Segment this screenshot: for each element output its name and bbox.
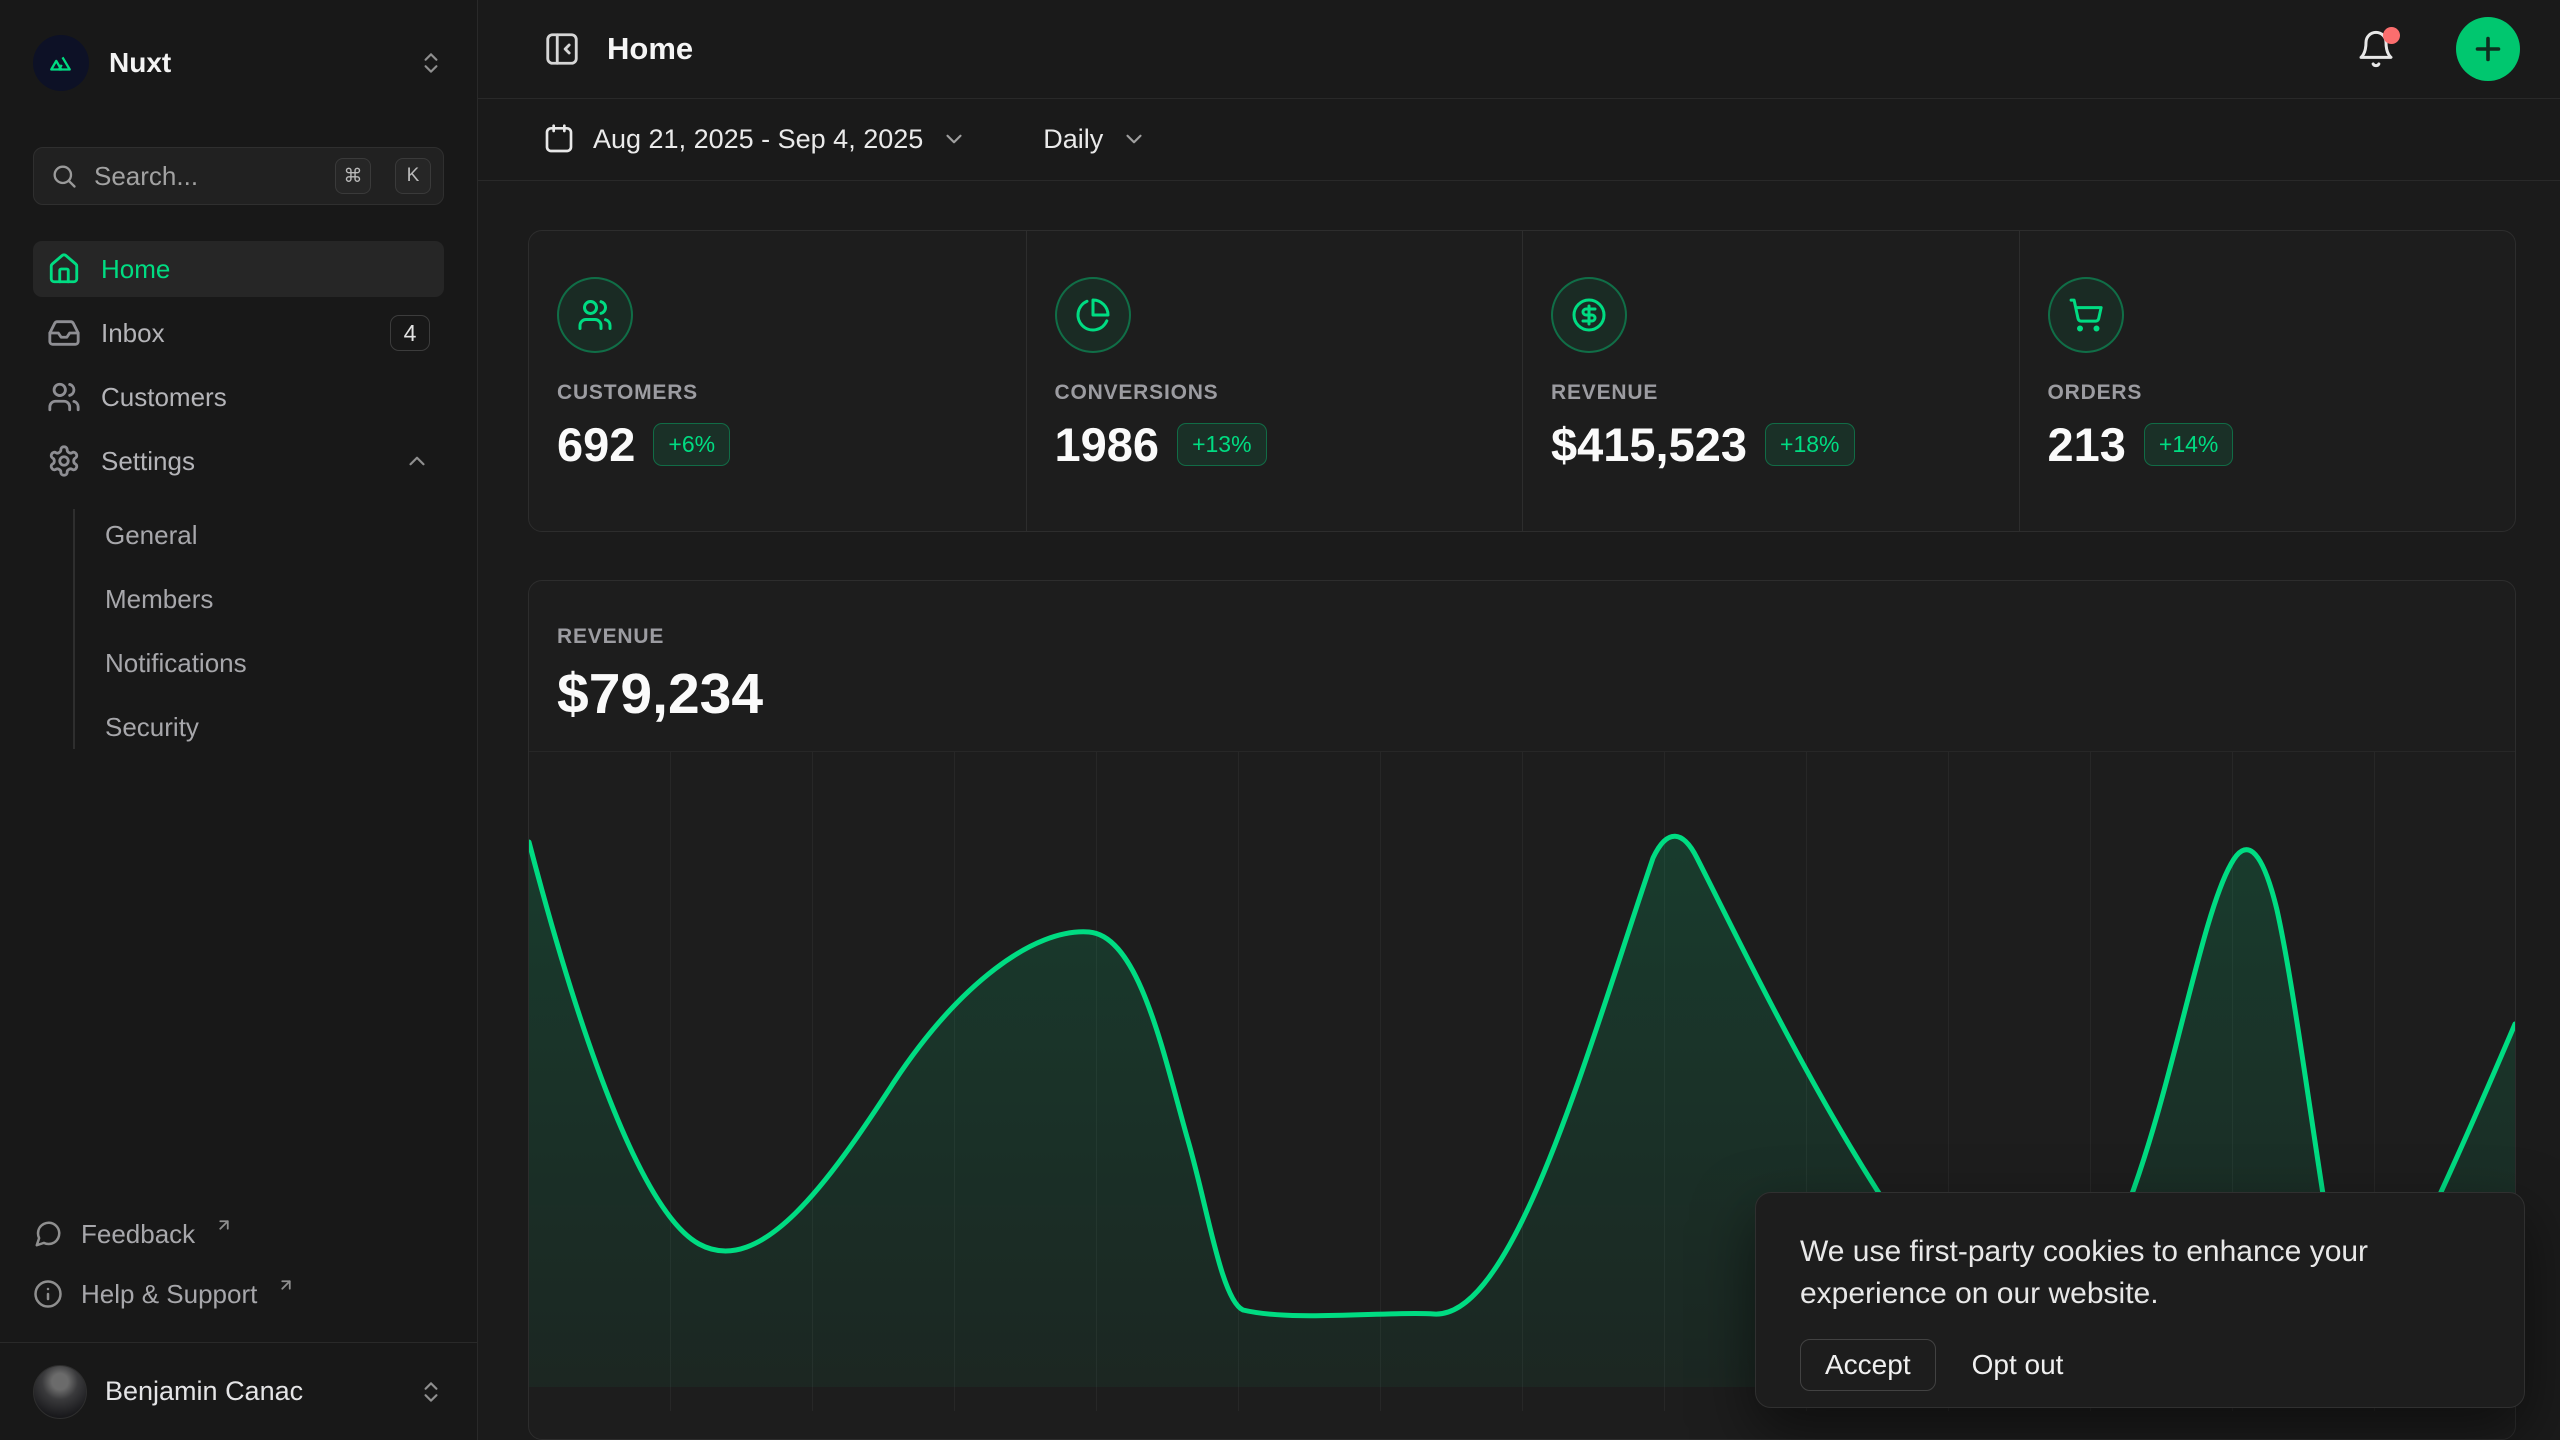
stat-label: CONVERSIONS — [1054, 381, 1219, 404]
users-icon — [557, 277, 633, 353]
feedback-link[interactable]: Feedback — [33, 1204, 444, 1264]
stat-value: 213 — [2047, 418, 2126, 471]
granularity-select[interactable]: Daily — [1043, 124, 1147, 155]
inbox-count-badge: 4 — [390, 315, 430, 351]
chevron-down-icon — [941, 126, 967, 152]
external-link-icon — [277, 1276, 295, 1294]
submenu-label: Security — [105, 711, 199, 742]
stat-value: 692 — [557, 418, 636, 471]
user-menu[interactable]: Benjamin Canac — [33, 1343, 444, 1440]
date-range-label: Aug 21, 2025 - Sep 4, 2025 — [593, 123, 924, 154]
kbd-meta: ⌘ — [335, 158, 371, 194]
plus-icon — [2475, 36, 2501, 62]
sidebar: Nuxt Search... ⌘ K Home Inbox 4 — [0, 0, 478, 1440]
sidebar-item-notifications[interactable]: Notifications — [105, 631, 444, 695]
pie-chart-icon — [1054, 277, 1131, 353]
stat-value: 1986 — [1054, 418, 1160, 471]
filters-toolbar: Aug 21, 2025 - Sep 4, 2025 Daily — [478, 98, 2560, 181]
inbox-icon — [47, 316, 81, 350]
page-title: Home — [607, 30, 694, 66]
sidebar-item-members[interactable]: Members — [105, 567, 444, 631]
sidebar-item-label: Settings — [101, 445, 195, 476]
external-link-icon — [215, 1216, 233, 1234]
chart-area-fill — [529, 836, 2515, 1387]
stat-customers: CUSTOMERS 692 +6% — [529, 231, 1026, 531]
stat-value: $415,523 — [1551, 418, 1748, 471]
revenue-card-label: REVENUE — [557, 625, 665, 648]
settings-submenu: General Members Notifications Security — [33, 503, 444, 759]
chevron-up-icon — [404, 448, 430, 474]
stat-delta-badge: +13% — [1177, 423, 1267, 466]
sidebar-collapse-button[interactable] — [543, 30, 581, 68]
date-range-picker[interactable]: Aug 21, 2025 - Sep 4, 2025 — [543, 123, 967, 155]
help-support-link[interactable]: Help & Support — [33, 1264, 444, 1324]
chevrons-up-down-icon — [418, 50, 444, 76]
submenu-label: General — [105, 519, 198, 550]
stat-revenue: REVENUE $415,523 +18% — [1522, 231, 2019, 531]
sidebar-footer: Feedback Help & Support — [33, 1204, 444, 1342]
stat-orders: ORDERS 213 +14% — [2018, 231, 2516, 531]
sidebar-item-home[interactable]: Home — [33, 241, 444, 297]
sidebar-item-label: Customers — [101, 381, 227, 412]
granularity-label: Daily — [1043, 123, 1104, 154]
chevrons-up-down-icon — [418, 1379, 444, 1405]
chevron-down-icon — [1121, 126, 1147, 152]
search-icon — [50, 162, 78, 190]
accept-button[interactable]: Accept — [1800, 1339, 1936, 1391]
stat-label: ORDERS — [2047, 381, 2143, 404]
sidebar-item-label: Inbox — [101, 317, 165, 348]
notifications-button[interactable] — [2356, 26, 2400, 69]
shopping-cart-icon — [2047, 277, 2124, 353]
message-circle-icon — [33, 1219, 63, 1249]
sidebar-item-label: Home — [101, 253, 171, 284]
footer-link-label: Feedback — [81, 1218, 196, 1249]
stat-label: REVENUE — [1551, 381, 1659, 404]
dashboard-content: CUSTOMERS 692 +6% CONVERSIONS 1986 +13% — [478, 181, 2560, 1440]
cookie-message: We use first-party cookies to enhance yo… — [1800, 1235, 2369, 1310]
stat-delta-badge: +14% — [2143, 423, 2234, 466]
user-name: Benjamin Canac — [105, 1376, 304, 1406]
sidebar-item-settings[interactable]: Settings — [33, 433, 444, 489]
submenu-label: Notifications — [105, 647, 247, 678]
users-icon — [47, 380, 81, 414]
home-icon — [47, 252, 81, 286]
footer-link-label: Help & Support — [81, 1278, 258, 1309]
submenu-label: Members — [105, 583, 214, 614]
opt-out-button[interactable]: Opt out — [1971, 1349, 2064, 1380]
nuxt-logo-icon — [33, 35, 89, 91]
search-input[interactable]: Search... ⌘ K — [33, 147, 444, 205]
sidebar-item-security[interactable]: Security — [105, 695, 444, 759]
bell-icon — [2359, 30, 2393, 67]
revenue-card-value: $79,234 — [557, 662, 764, 726]
avatar — [33, 1364, 87, 1419]
sidebar-item-inbox[interactable]: Inbox 4 — [33, 305, 444, 361]
stats-panel: CUSTOMERS 692 +6% CONVERSIONS 1986 +13% — [528, 230, 2516, 532]
stat-delta-badge: +18% — [1765, 423, 1855, 466]
add-button[interactable] — [2456, 16, 2520, 81]
page-header: Home — [478, 0, 2560, 99]
info-icon — [33, 1279, 63, 1309]
divider — [0, 1342, 477, 1343]
sidebar-nav: Home Inbox 4 Customers Settings Ge — [33, 241, 444, 759]
notification-dot — [2383, 26, 2400, 44]
stat-label: CUSTOMERS — [557, 381, 698, 404]
stat-delta-badge: +6% — [653, 423, 731, 466]
sidebar-item-customers[interactable]: Customers — [33, 369, 444, 425]
search-placeholder: Search... — [94, 160, 199, 191]
sidebar-item-general[interactable]: General — [105, 503, 444, 567]
kbd-k: K — [395, 158, 431, 194]
calendar-icon — [543, 123, 575, 155]
revenue-chart-card: REVENUE $79,234 — [528, 580, 2516, 1440]
workspace-name: Nuxt — [109, 47, 172, 78]
stat-conversions: CONVERSIONS 1986 +13% — [1025, 231, 1523, 531]
workspace-switcher[interactable]: Nuxt — [33, 30, 444, 96]
dollar-circle-icon — [1551, 277, 1627, 353]
gear-icon — [47, 444, 81, 478]
cookie-banner: We use first-party cookies to enhance yo… — [1755, 1192, 2525, 1408]
main-area: Home Aug 21, 2025 - Sep 4, 2025 Daily — [478, 0, 2560, 1440]
chart-line — [529, 833, 2515, 1356]
